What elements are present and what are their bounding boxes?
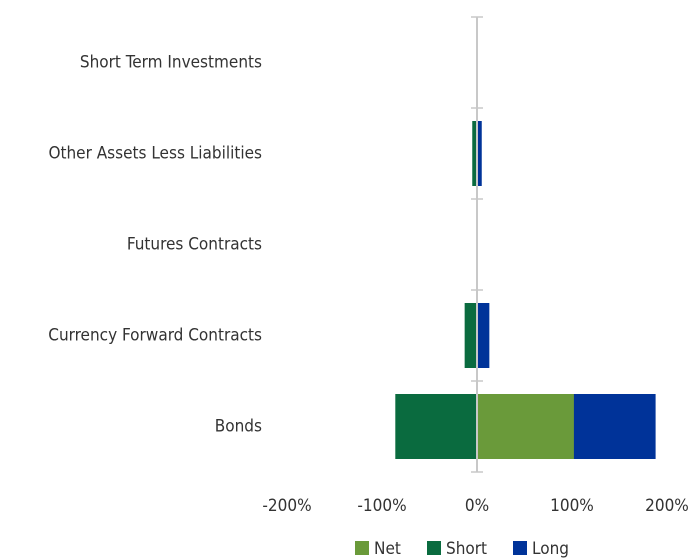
y-tick-label: Other Assets Less Liabilities (48, 144, 262, 164)
y-tick-label: Bonds (215, 417, 262, 437)
x-tick-label: -200% (262, 496, 311, 516)
legend-label: Short (446, 539, 487, 559)
bar (477, 303, 490, 368)
bar (395, 394, 477, 459)
bar (477, 121, 482, 186)
bar (464, 303, 477, 368)
bar (477, 394, 574, 459)
x-tick-label: -100% (357, 496, 406, 516)
y-tick-label: Short Term Investments (80, 53, 262, 73)
x-tick-label: 0% (465, 496, 489, 516)
legend-label: Long (532, 539, 569, 559)
legend-label: Net (374, 539, 401, 559)
bar (472, 121, 477, 186)
legend-swatch (355, 541, 369, 555)
x-tick-label: 100% (550, 496, 594, 516)
legend-swatch (427, 541, 441, 555)
y-tick-label: Currency Forward Contracts (48, 326, 262, 346)
legend-swatch (513, 541, 527, 555)
y-tick-label: Futures Contracts (127, 235, 262, 255)
x-tick-label: 200% (645, 496, 689, 516)
